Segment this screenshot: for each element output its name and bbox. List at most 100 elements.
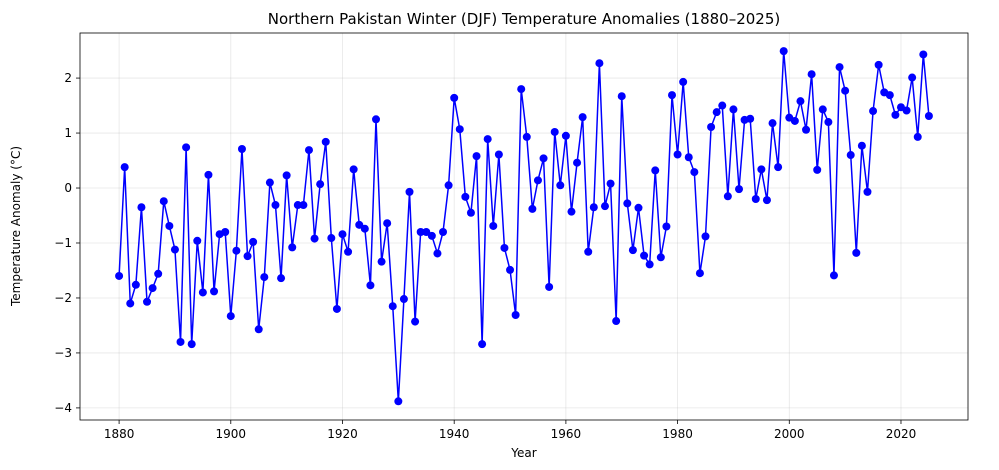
data-point [260, 273, 269, 282]
x-tick-label: 1880 [104, 427, 135, 441]
data-point [684, 153, 693, 162]
data-point [723, 192, 732, 201]
data-point [461, 192, 470, 201]
data-point [377, 257, 386, 266]
y-tick-label: −3 [54, 346, 72, 360]
data-point [511, 311, 520, 319]
data-point [573, 158, 582, 167]
data-point [143, 297, 152, 306]
data-point [863, 187, 872, 196]
data-point [735, 185, 744, 194]
data-point [651, 166, 660, 175]
data-point [450, 93, 459, 102]
data-point [846, 151, 855, 160]
data-point [757, 165, 766, 174]
data-point [293, 201, 302, 210]
data-point [394, 397, 403, 406]
data-point [673, 150, 682, 159]
data-point [416, 228, 425, 236]
data-point [578, 113, 587, 122]
data-point [159, 197, 168, 206]
data-point [204, 170, 213, 179]
data-point [170, 245, 179, 254]
data-point [444, 181, 453, 190]
data-point [623, 199, 632, 208]
data-point [545, 282, 554, 291]
data-point [701, 232, 710, 241]
data-point [612, 317, 621, 326]
data-point [506, 265, 515, 274]
data-point [182, 143, 191, 152]
data-point [193, 236, 202, 245]
data-point [327, 234, 336, 243]
data-point [606, 179, 615, 188]
data-point [304, 146, 313, 155]
data-point [165, 221, 174, 230]
data-point [802, 125, 811, 134]
data-point [472, 152, 481, 161]
y-tick-label: −4 [54, 401, 72, 415]
data-point [567, 207, 576, 216]
data-point [919, 50, 928, 59]
data-point [466, 208, 475, 217]
data-point [349, 165, 358, 174]
data-point [751, 195, 760, 204]
data-point [768, 119, 777, 128]
chart-title: Northern Pakistan Winter (DJF) Temperatu… [268, 10, 780, 28]
data-point [852, 248, 861, 257]
data-point [288, 243, 297, 252]
data-point [841, 86, 850, 95]
y-tick-label: 0 [64, 181, 72, 195]
data-point [494, 150, 503, 159]
data-point [835, 63, 844, 72]
data-point [355, 220, 364, 229]
data-point [198, 288, 207, 297]
x-tick-label: 2020 [886, 427, 917, 441]
data-point [550, 127, 559, 136]
data-point [662, 222, 671, 231]
data-point [668, 91, 676, 100]
data-point [148, 284, 157, 293]
data-point [902, 106, 911, 115]
x-tick-label: 1980 [662, 427, 693, 441]
data-point [645, 260, 654, 269]
x-tick-label: 1920 [327, 427, 358, 441]
y-tick-label: 1 [64, 126, 72, 140]
data-point [913, 132, 922, 141]
data-point [154, 269, 163, 278]
data-point [796, 97, 805, 106]
data-point [656, 253, 665, 262]
x-tick-label: 2000 [774, 427, 805, 441]
data-point [533, 176, 542, 185]
data-point [433, 249, 442, 258]
data-point [187, 340, 196, 349]
data-point [589, 203, 598, 212]
data-point [265, 178, 274, 187]
data-point [115, 271, 124, 280]
data-point [226, 312, 235, 321]
data-point [779, 47, 788, 56]
data-point [908, 73, 917, 82]
data-point [271, 201, 280, 210]
data-point [600, 202, 609, 211]
data-point [237, 144, 246, 153]
data-point [813, 165, 822, 174]
y-tick-label: −1 [54, 236, 72, 250]
data-point [500, 243, 509, 252]
data-point [120, 163, 129, 172]
data-point [344, 247, 353, 256]
data-point [316, 180, 325, 189]
data-point [818, 105, 827, 114]
data-point [690, 168, 699, 177]
data-point [405, 187, 414, 196]
x-axis: 1880 1900 1920 1940 1960 1980 2000 2020 [104, 420, 916, 441]
data-point [439, 228, 448, 236]
data-point [517, 85, 526, 94]
data-point [131, 280, 140, 289]
data-point [869, 107, 878, 116]
data-point [891, 110, 900, 119]
data-point [399, 295, 408, 304]
series [115, 47, 933, 406]
data-point [332, 304, 341, 313]
